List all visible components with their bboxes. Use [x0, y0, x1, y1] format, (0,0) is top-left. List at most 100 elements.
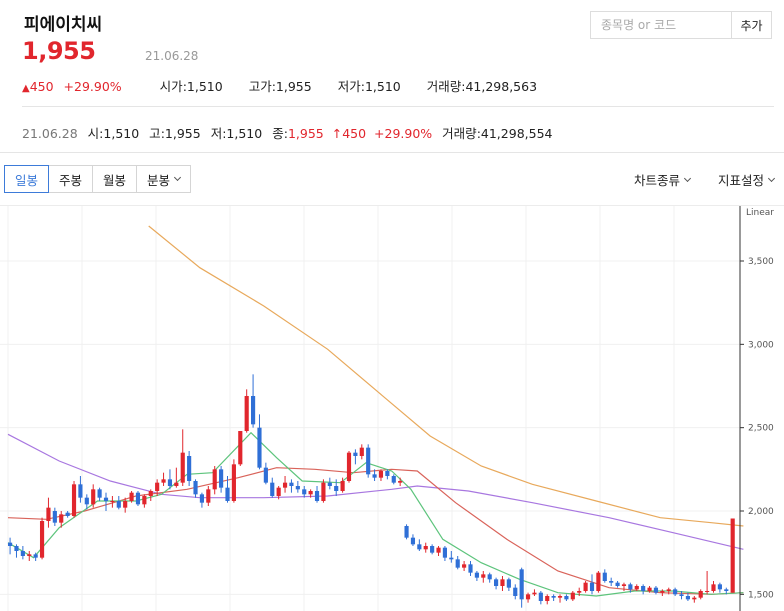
candle-body	[698, 591, 703, 598]
tab-minute-label: 분봉	[147, 172, 171, 188]
candle-body	[570, 592, 575, 600]
price-chart[interactable]: Linear 1,500 2,000 2,500 3,000 3,500	[0, 206, 784, 611]
candle-body	[257, 427, 262, 468]
candle-body	[551, 596, 556, 598]
candle-body	[449, 557, 454, 560]
detail-date: 21.06.28	[22, 126, 78, 141]
candle-body	[282, 482, 288, 488]
candle-body	[481, 574, 486, 578]
indicator-settings-menu[interactable]: 지표설정	[718, 170, 776, 189]
candle-body	[500, 579, 505, 586]
candle-body	[596, 572, 601, 591]
candle-body	[385, 471, 390, 476]
detail-open-label: 시	[87, 126, 100, 141]
tab-daily[interactable]: 일봉	[4, 165, 50, 193]
price-stats: ▲450 +29.90% 시가:1,510 고가:1,955 저가:1,510 …	[22, 76, 537, 95]
candle-body	[244, 396, 249, 431]
candle-body	[378, 471, 384, 478]
tab-weekly[interactable]: 주봉	[48, 165, 94, 193]
candle-body	[340, 481, 345, 491]
moving-average-line-120	[148, 225, 744, 527]
candle-body	[462, 564, 467, 568]
candle-body	[545, 596, 550, 601]
chevron-down-icon	[683, 174, 692, 182]
candle-body	[276, 487, 281, 496]
candle-body	[609, 581, 614, 583]
candle-body	[180, 452, 185, 483]
candle-body	[148, 491, 153, 496]
candle-body	[308, 491, 313, 495]
candle-body	[39, 521, 45, 558]
volume-label: 거래량	[426, 79, 462, 94]
stock-search: 추가	[590, 11, 772, 39]
tab-minute[interactable]: 분봉	[136, 165, 192, 193]
change-amount: 450	[29, 79, 54, 94]
candle-body	[314, 491, 320, 501]
current-price: 1,955	[22, 37, 96, 65]
candle-body	[679, 594, 684, 596]
candle-body	[270, 482, 275, 496]
low-label: 저가	[337, 79, 361, 94]
candle-body	[167, 479, 173, 486]
indicator-settings-label: 지표설정	[718, 173, 765, 188]
candle-body	[513, 587, 518, 596]
candle-body	[494, 579, 499, 586]
candle-body	[321, 482, 326, 501]
moving-average-line-20	[7, 467, 744, 595]
divider	[0, 152, 784, 153]
moving-average-line-60	[7, 433, 744, 550]
candle-body	[404, 526, 409, 538]
candle-body	[442, 547, 447, 558]
candle-body	[423, 546, 428, 550]
candle-body	[14, 546, 19, 551]
candle-body	[199, 494, 204, 503]
candle-body	[123, 501, 128, 508]
candle-body	[666, 589, 671, 591]
detail-volume: 41,298,554	[480, 126, 553, 141]
detail-arrow-icon: ↑	[331, 126, 343, 141]
candle-body	[263, 467, 268, 483]
candle-body	[289, 482, 294, 486]
candle-body	[78, 484, 83, 498]
candle-body	[724, 589, 729, 591]
candle-body	[103, 497, 109, 501]
scale-label: Linear	[746, 208, 774, 218]
candle-body	[506, 579, 511, 588]
detail-high-label: 고	[149, 126, 161, 141]
candle-body	[705, 591, 710, 592]
stock-name: 피에이치씨	[24, 15, 103, 35]
chart-type-menu[interactable]: 차트종류	[634, 170, 692, 189]
candle-body	[91, 489, 96, 505]
candle-body	[231, 464, 236, 501]
low-value: 1,510	[364, 79, 401, 94]
candle-body	[346, 452, 352, 481]
divider	[0, 205, 784, 206]
open-value: 1,510	[186, 79, 223, 94]
candle-body	[647, 587, 652, 591]
candle-body	[372, 474, 377, 478]
detail-open: 1,510	[103, 126, 140, 141]
candle-body	[557, 596, 563, 598]
detail-close: 1,955	[287, 126, 324, 141]
candle-body	[660, 591, 665, 593]
change-percent: +29.90%	[63, 79, 122, 94]
candle-body	[353, 452, 358, 456]
add-button[interactable]: 추가	[731, 12, 771, 38]
candle-body	[398, 481, 403, 483]
candle-body	[110, 501, 115, 502]
moving-average-line-5	[7, 431, 744, 597]
candle-body	[225, 487, 230, 501]
candle-body	[615, 582, 620, 586]
candle-body	[59, 514, 64, 523]
candle-body	[251, 396, 256, 425]
chevron-down-icon	[174, 173, 182, 182]
detail-change: 450	[342, 126, 367, 141]
search-input[interactable]	[591, 12, 731, 38]
candle-body	[219, 469, 224, 488]
candle-body	[97, 489, 102, 498]
tab-monthly[interactable]: 월봉	[92, 165, 138, 193]
change-arrow-icon: ▲	[22, 83, 30, 94]
candle-body	[142, 496, 147, 505]
candle-body	[532, 592, 537, 595]
candle-body	[327, 482, 332, 486]
